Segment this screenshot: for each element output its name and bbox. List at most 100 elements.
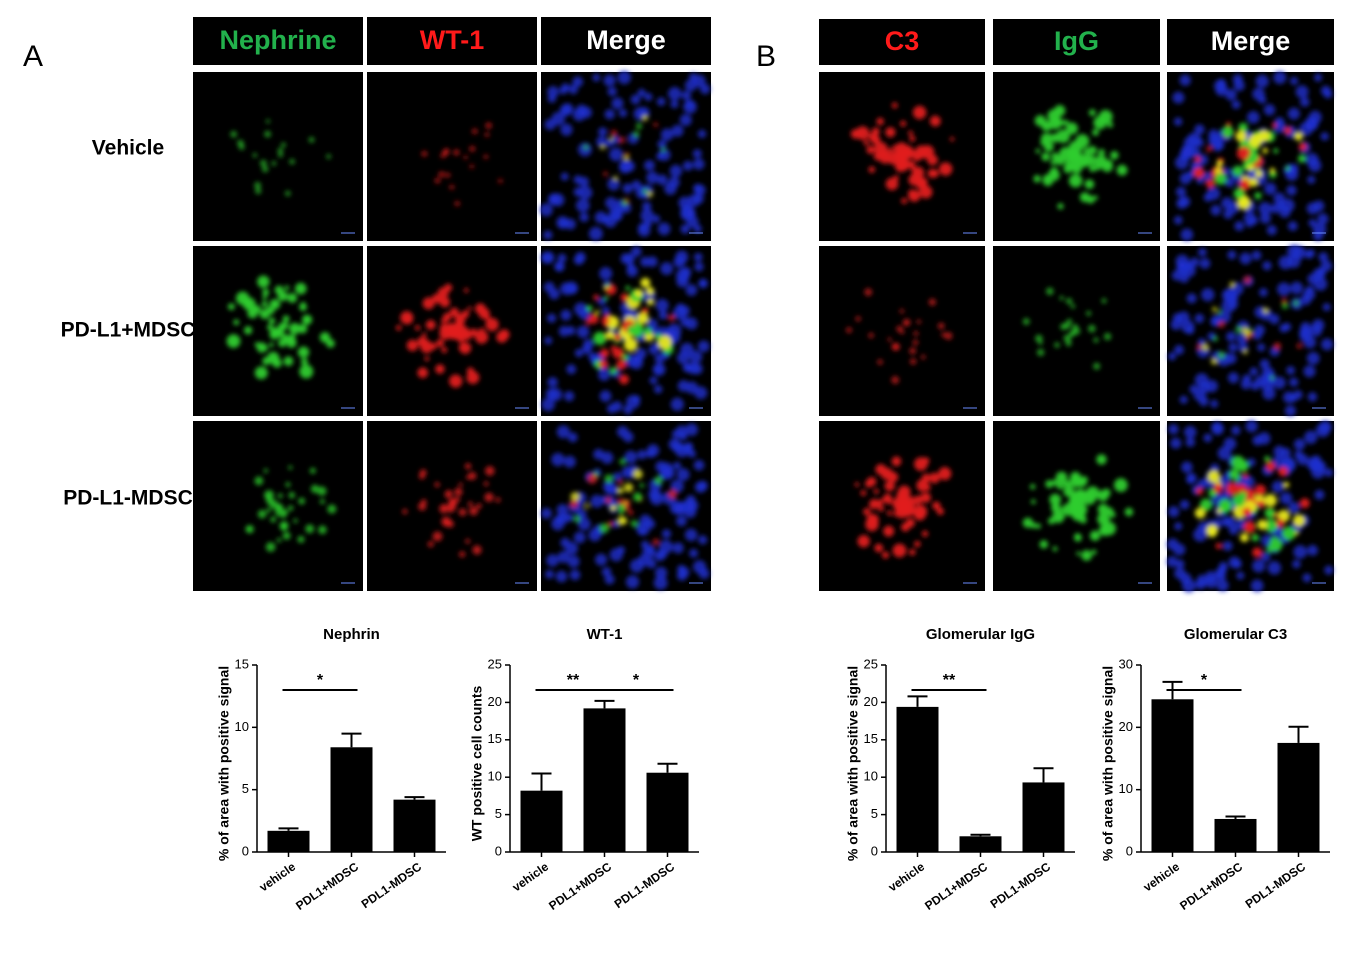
stain — [888, 147, 894, 154]
micrograph-signal — [854, 456, 952, 559]
nucleus — [656, 174, 668, 186]
stain — [1093, 195, 1098, 200]
nucleus — [1211, 137, 1224, 150]
micrograph-signal — [850, 102, 955, 204]
stain — [868, 132, 879, 143]
y-tick-label: 0 — [871, 843, 878, 858]
nucleus — [1180, 228, 1194, 241]
nucleus — [1170, 437, 1182, 449]
micrograph — [993, 72, 1160, 241]
stain — [628, 510, 634, 516]
nucleus — [693, 158, 705, 170]
stain — [467, 501, 473, 507]
nucleus — [1308, 159, 1322, 173]
nucleus — [637, 224, 651, 237]
micrograph — [367, 246, 537, 416]
stain — [270, 516, 277, 523]
nucleus — [1186, 293, 1197, 304]
nucleus — [1277, 282, 1291, 297]
nucleus — [574, 302, 588, 316]
nucleus — [560, 282, 573, 296]
stain — [921, 530, 929, 537]
stain — [619, 458, 626, 465]
stain — [1096, 454, 1107, 465]
stain — [1206, 524, 1218, 537]
stain — [1298, 142, 1307, 151]
stain — [266, 324, 274, 331]
stain — [642, 188, 649, 195]
y-axis-label: % of area with positive signal — [1100, 666, 1116, 861]
stain — [588, 313, 599, 324]
stain — [1221, 125, 1234, 138]
nucleus — [1166, 556, 1178, 568]
nucleus — [551, 111, 566, 126]
micrograph-signal — [402, 463, 501, 558]
stain — [498, 178, 503, 184]
nucleus — [1224, 288, 1238, 302]
stain — [1282, 526, 1296, 541]
stain — [1074, 154, 1089, 168]
stain — [668, 314, 675, 321]
nucleus — [1198, 396, 1209, 407]
nucleus — [1168, 506, 1180, 518]
stain — [483, 481, 489, 487]
nucleus — [1307, 175, 1316, 184]
nucleus — [1168, 423, 1179, 435]
nucleus — [640, 208, 654, 223]
nucleus — [1258, 202, 1272, 216]
micrograph-signal — [539, 70, 711, 241]
stain — [657, 335, 672, 350]
stain — [660, 147, 666, 153]
error-bar — [657, 762, 678, 773]
stain — [1065, 297, 1073, 305]
nucleus — [1195, 578, 1206, 590]
nucleus — [1320, 85, 1332, 96]
nucleus — [670, 397, 684, 411]
nucleus — [541, 397, 555, 412]
stain — [913, 331, 919, 336]
stain — [1264, 494, 1277, 507]
stain — [885, 177, 899, 191]
row-label: Vehicle — [92, 137, 164, 160]
nucleus — [1271, 480, 1285, 493]
stain — [1082, 491, 1097, 505]
stain — [854, 482, 860, 487]
stain — [1041, 152, 1051, 162]
nucleus — [641, 201, 652, 211]
x-tick-label: PDL1+MDSC — [922, 859, 990, 913]
stain — [484, 314, 490, 321]
stain — [897, 485, 911, 499]
nucleus — [667, 86, 682, 101]
nucleus — [631, 246, 642, 257]
nucleus — [1199, 257, 1211, 269]
nucleus — [551, 452, 565, 467]
stain — [1124, 507, 1134, 517]
nucleus — [1181, 320, 1195, 334]
stain — [634, 289, 643, 298]
stain — [245, 302, 252, 309]
nucleus — [1236, 332, 1248, 345]
nucleus — [588, 226, 603, 241]
nucleus — [559, 104, 572, 117]
nucleus — [1252, 330, 1262, 340]
significance-label: * — [633, 672, 640, 689]
stain — [464, 463, 472, 470]
stain — [283, 356, 294, 367]
stain — [1050, 502, 1061, 513]
stain — [599, 359, 609, 369]
stain — [327, 504, 337, 514]
nucleus — [655, 298, 669, 312]
stain — [877, 359, 883, 365]
stain — [1050, 159, 1057, 166]
stain — [855, 316, 861, 322]
stain — [1056, 129, 1071, 144]
stain — [230, 130, 238, 138]
nucleus — [646, 318, 658, 330]
stain — [285, 482, 291, 488]
stain — [254, 366, 268, 380]
nucleus — [656, 152, 665, 161]
stain — [654, 476, 663, 485]
stain — [483, 154, 489, 160]
stain — [891, 102, 898, 109]
stain — [1075, 488, 1086, 499]
